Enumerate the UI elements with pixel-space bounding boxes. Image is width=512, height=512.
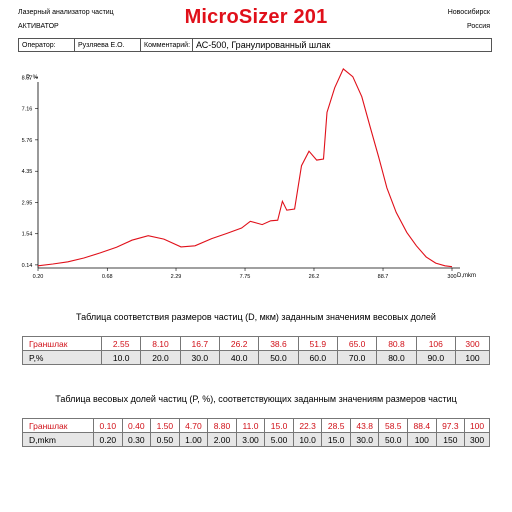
device-name: Лазерный анализатор частиц	[18, 9, 114, 16]
table-cell: 8.10	[140, 336, 181, 351]
x-tick-label: 88.7	[378, 274, 389, 280]
table-cell: 0.20	[93, 432, 123, 447]
table-cell: 8.80	[207, 418, 237, 433]
country-label: Россия	[467, 23, 490, 30]
table-cell: 28.5	[321, 418, 351, 433]
table2-caption: Таблица весовых долей частиц (P, %), соо…	[55, 394, 457, 404]
table-cell: 1.00	[178, 432, 209, 447]
operator-label: Оператор:	[19, 39, 75, 51]
table2: Граншлак 0.10 0.40 1.50 4.70 8.80 11.0 15.0 22.…	[22, 418, 490, 447]
table-cell: 4.70	[178, 418, 209, 433]
table-cell: 65.0	[336, 336, 378, 351]
city-label: Новосибирск	[447, 9, 490, 16]
y-tick-label: 8.57	[22, 75, 33, 81]
table-cell: 60.0	[297, 350, 338, 365]
comment-value: АС-500, Гранулированный шлак	[196, 40, 331, 50]
table-cell: 50.0	[378, 432, 409, 447]
table-cell: 0.50	[150, 432, 180, 447]
table-cell: 88.4	[407, 418, 437, 433]
mode-label: АКТИВАТОР	[18, 23, 59, 30]
table-cell: 2.00	[207, 432, 237, 447]
x-tick-label: 7.75	[240, 274, 251, 280]
x-tick-label: 2.29	[171, 274, 182, 280]
table-cell: 10.0	[292, 432, 323, 447]
table2-row-granshlak: Граншлак 0.10 0.40 1.50 4.70 8.80 11.0 15.0 22.…	[22, 418, 490, 433]
table-cell: 100	[464, 418, 490, 433]
table-cell: 3.00	[235, 432, 266, 447]
comment-label: Комментарий:	[141, 39, 193, 51]
x-tick-label: 0.20	[33, 274, 44, 280]
table1-row-p: P,% 10.0 20.0 30.0 40.0 50.0 60.0 70.0 80.0 90.0…	[22, 350, 491, 365]
table-cell: 80.0	[376, 350, 417, 365]
table-cell: 16.7	[179, 336, 220, 351]
y-tick-label: 4.35	[22, 169, 33, 175]
table1-row1-label: Граншлак	[22, 336, 102, 351]
table1-row-granshlak: Граншлак 2.55 8.10 16.7 26.2 38.6 51.9 65.0 80.…	[22, 336, 491, 351]
y-tick-label: 1.54	[22, 232, 33, 238]
y-tick-label: 2.95	[22, 200, 33, 206]
distribution-chart: P, % D,mkm 0.141.542.954.355.767.168.57 …	[22, 68, 476, 280]
table-cell: 58.5	[378, 418, 409, 433]
info-row: Оператор: Рузляева Е.О. Комментарий: АС-…	[18, 38, 492, 52]
table-cell: 50.0	[258, 350, 299, 365]
table2-row-d: D,mkm 0.20 0.30 0.50 1.00 2.00 3.00 5.00 10.0 15…	[22, 432, 490, 447]
table-cell: 97.3	[435, 418, 466, 433]
series-line	[37, 68, 453, 268]
app-title: MicroSizer 201	[184, 6, 328, 28]
table-cell: 80.8	[376, 336, 417, 351]
x-tick-label: 300	[447, 274, 456, 280]
table-cell: 5.00	[264, 432, 294, 447]
table-cell: 43.8	[349, 418, 380, 433]
table2-row1-label: Граншлак	[22, 418, 94, 433]
table-cell: 0.30	[121, 432, 152, 447]
table-cell: 15.0	[264, 418, 294, 433]
table-cell: 0.10	[93, 418, 123, 433]
table1-caption: Таблица соответствия размеров частиц (D,…	[76, 312, 436, 322]
table2-row2-label: D,mkm	[22, 432, 94, 447]
x-tick-label: 0.68	[102, 274, 113, 280]
table-cell: 300	[454, 336, 491, 351]
operator-value: Рузляева Е.О.	[75, 39, 141, 51]
table-cell: 2.55	[100, 336, 142, 351]
table-cell: 70.0	[336, 350, 378, 365]
x-axis-label: D,mkm	[457, 273, 476, 279]
table-cell: 38.6	[258, 336, 299, 351]
y-tick-label: 7.16	[22, 107, 33, 113]
table-cell: 15.0	[321, 432, 351, 447]
table-cell: 26.2	[218, 336, 260, 351]
table-cell: 100	[407, 432, 437, 447]
table-cell: 40.0	[218, 350, 260, 365]
y-axis-label: P, %	[26, 75, 39, 81]
table-cell: 11.0	[235, 418, 266, 433]
y-tick-label: 0.14	[22, 263, 33, 269]
x-tick-label: 26.2	[309, 274, 320, 280]
table-cell: 106	[415, 336, 456, 351]
table-cell: 10.0	[100, 350, 142, 365]
table-cell: 51.9	[297, 336, 338, 351]
table-cell: 300	[464, 432, 490, 447]
table-cell: 20.0	[140, 350, 181, 365]
table-cell: 1.50	[150, 418, 180, 433]
table-cell: 90.0	[415, 350, 456, 365]
table-cell: 100	[454, 350, 491, 365]
y-tick-label: 5.76	[22, 138, 33, 144]
table-cell: 30.0	[349, 432, 380, 447]
table-cell: 0.40	[121, 418, 152, 433]
table-cell: 30.0	[179, 350, 220, 365]
table1-row2-label: P,%	[22, 350, 102, 365]
table-cell: 22.3	[292, 418, 323, 433]
table1: Граншлак 2.55 8.10 16.7 26.2 38.6 51.9 65.0 80.…	[22, 336, 491, 365]
table-cell: 150	[435, 432, 466, 447]
